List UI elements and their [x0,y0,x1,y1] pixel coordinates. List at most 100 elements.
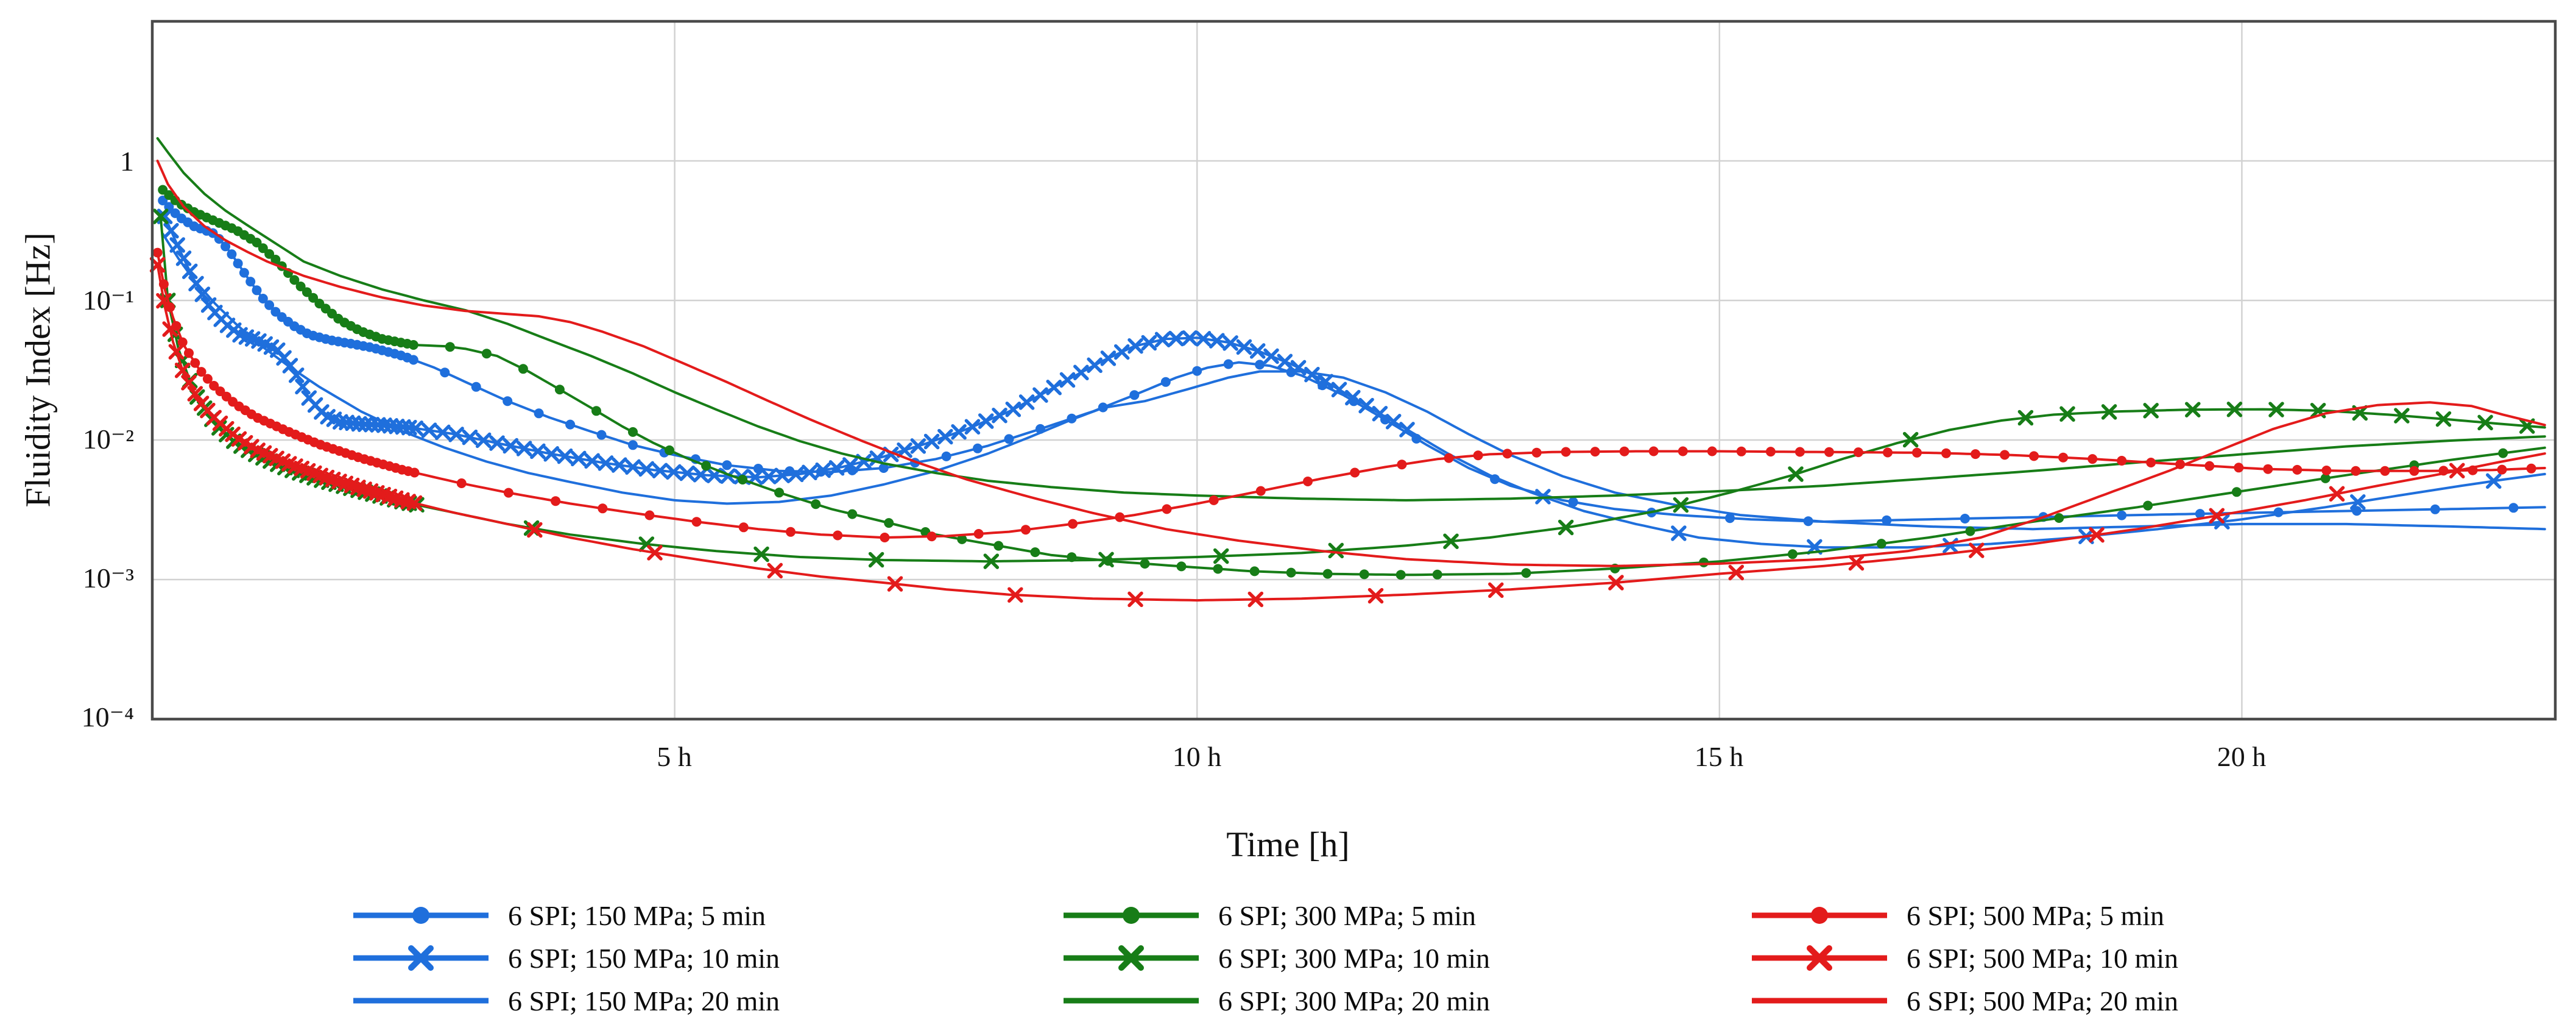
series-marker-circle [1707,446,1717,456]
series-marker-x [753,546,769,562]
series-marker-circle [481,349,492,359]
series-marker-x [571,450,587,467]
series-marker-circle [884,518,894,528]
series-marker-x [1007,587,1023,603]
series-marker-x [2268,402,2284,417]
series-marker-x [543,446,559,462]
series-marker-circle [1160,377,1171,387]
series-marker-circle [1129,390,1140,400]
series-marker-circle [184,348,194,358]
series-marker-circle [2000,450,2010,460]
series-marker-x [1969,542,1985,558]
series-marker-circle [245,277,256,287]
series-marker-circle [408,340,418,350]
series-marker-circle [295,282,306,291]
y-tick-label-1e-2: 10⁻² [82,424,134,455]
series-marker-circle [2321,466,2332,475]
series-marker-x [162,321,178,337]
series-marker-circle [596,430,607,440]
series-marker-x [1046,380,1062,396]
series-marker-circle [289,275,300,285]
series-marker-x [1032,387,1048,403]
legend-swatch-150mpa-10min [353,945,489,971]
series-marker-circle [1561,447,1571,457]
series-marker-circle [1209,495,1219,505]
y-tick-label-1e-4: 10⁻⁴ [81,701,134,733]
legend-label: 6 SPI; 300 MPa; 10 min [1218,942,1491,974]
series-marker-x [1141,335,1157,351]
series-marker-x [647,545,663,561]
x-tick-label-5h: 5 h [657,741,692,772]
series-marker-x [1608,575,1624,591]
series-marker-circle [993,541,1004,551]
legend-swatch-300mpa-20min [1064,998,1199,1004]
legend-label: 6 SPI; 150 MPa; 20 min [508,985,780,1017]
series-marker-x [1263,348,1279,364]
series-marker-circle [308,293,319,303]
series-marker-circle [1824,447,1834,457]
series-marker-circle [503,396,513,406]
series-marker-x [1113,344,1130,360]
legend-swatch-500mpa-5min [1752,907,1887,924]
series-marker-x [1195,331,1212,347]
series-marker-circle [518,364,528,374]
series-marker-circle [2234,463,2244,473]
series-marker-circle [409,467,420,478]
legend-marker-x [1118,945,1144,971]
series-marker-circle [957,534,967,544]
series-marker-x [1100,350,1117,366]
series-marker-x [1788,466,1804,482]
series-marker-circle [1397,460,1407,470]
series-marker-circle [1941,448,1951,458]
series-marker-circle [691,517,702,527]
series-marker-x [887,576,903,592]
series-marker-circle [973,529,984,539]
series-marker-circle [1794,447,1805,457]
series-marker-circle [738,475,748,484]
series-marker-circle [1765,447,1776,457]
series-marker-circle [1473,450,1483,461]
series-marker-x [1488,582,1504,598]
series-marker-circle [941,451,951,461]
series-line-blue-20min [161,232,2546,531]
series-marker-x [408,420,423,436]
series-marker-x [174,362,191,378]
series-marker-x [1728,564,1745,581]
series-line-blue-5min [161,199,2546,523]
series-marker-x [435,424,451,441]
series-marker-x [1098,552,1114,568]
series-marker-x [156,293,172,309]
series-marker-circle [252,238,262,247]
series-marker-x [1018,394,1035,410]
series-marker-x [2059,406,2075,422]
series-marker-circle [1725,513,1735,523]
series-marker-circle [1322,569,1333,579]
series-marker-circle [1350,467,1360,478]
series-marker-circle [1396,570,1406,580]
series-marker-x [1304,366,1320,383]
series-marker-circle [1432,569,1442,580]
x-axis-title: Time [h] [1226,825,1350,864]
legend-item-500mpa-20min: 6 SPI; 500 MPa; 20 min [1749,979,2178,1022]
y-tick-label-1e-1: 10⁻¹ [82,285,134,316]
series-marker-x [557,448,573,464]
series-marker-x [1168,330,1184,347]
series-marker-circle [644,510,655,520]
series-marker-x [815,462,831,478]
series-marker-circle [1255,360,1265,370]
series-marker-x [489,435,505,451]
series-marker-x [1277,353,1293,370]
series-marker-circle [408,355,418,365]
series-marker-circle [264,249,275,259]
series-marker-circle [2352,506,2362,516]
series-marker-x [194,286,211,302]
series-marker-x [2329,486,2345,502]
series-marker-x [448,427,464,442]
series-marker-circle [1303,477,1313,486]
series-marker-x [1127,338,1143,354]
series-marker-circle [833,530,843,541]
series-marker-x [679,465,695,481]
series-marker-circle [1286,567,1296,578]
series-marker-circle [554,385,565,395]
